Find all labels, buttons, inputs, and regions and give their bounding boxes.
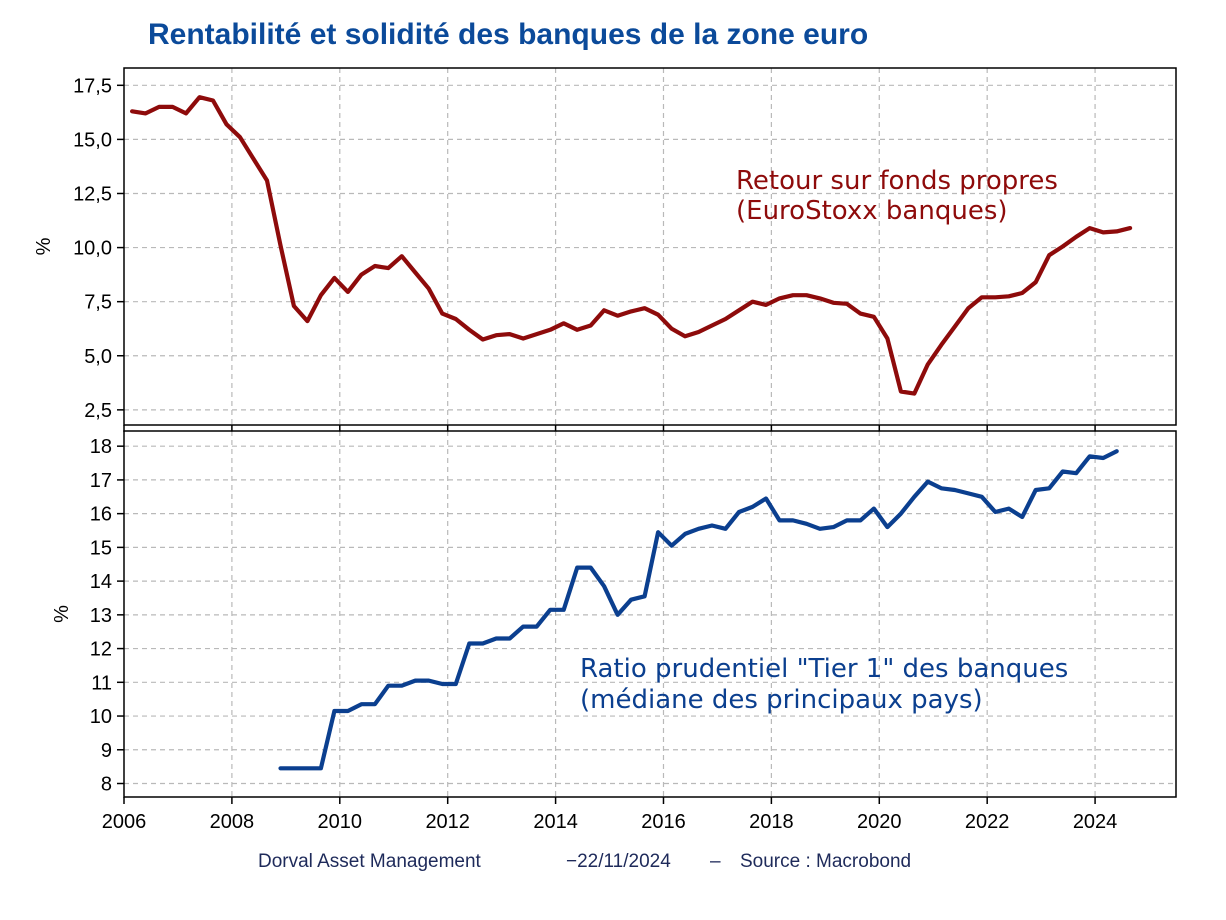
tier1-xtick-label: 2018 (749, 811, 794, 833)
tier1-ytick-label: 8 (101, 774, 112, 796)
tier1-panel: 8 9 10 11 12 13 14 15 16 17 18% 2006 2008 2010 2012 201… (51, 430, 1177, 833)
tier1-ytick-label: 16 (90, 504, 112, 526)
tier1-xtick-label: 2024 (1073, 811, 1118, 833)
tier1-ylabel: % (51, 605, 73, 623)
tier1-xtick-label: 2012 (425, 811, 470, 833)
tier1-ytick-label: 13 (90, 605, 112, 627)
roe-ytick-label: 15,0 (73, 129, 112, 151)
tier1-frame (123, 430, 1177, 798)
footer-source: Source : Macrobond (740, 851, 911, 872)
tier1-series-label-line: (médiane des principaux pays) (580, 685, 983, 715)
tier1-grid (124, 431, 1176, 797)
roe-ytick-label: 10,0 (73, 238, 112, 260)
footer: Dorval Asset Management −22/11/2024 – So… (258, 851, 911, 872)
tier1-xtick-label: 2022 (965, 811, 1010, 833)
roe-series-label-line: Retour sur fonds propres (736, 166, 1058, 196)
footer-date: −22/11/2024 (566, 851, 671, 872)
chart-title: Rentabilité et solidité des banques de l… (148, 18, 868, 51)
tier1-ytick-label: 14 (90, 571, 112, 593)
roe-ytick-label: 5,0 (84, 346, 112, 368)
tier1-xtick-label: 2016 (641, 811, 686, 833)
tier1-ytick-label: 11 (91, 672, 112, 694)
roe-grid (124, 68, 1176, 425)
tier1-series-label-line: Ratio prudentiel "Tier 1" des banques (580, 654, 1068, 684)
roe-ytick-label: 2,5 (84, 400, 112, 422)
tier1-xtick-label: 2014 (533, 811, 578, 833)
tier1-ytick-label: 18 (90, 436, 112, 458)
tier1-xtick-label: 2006 (102, 811, 147, 833)
footer-brand: Dorval Asset Management (258, 851, 482, 872)
roe-series-line (130, 95, 1133, 396)
roe-series-label-line: (EuroStoxx banques) (736, 196, 1008, 226)
tier1-xtick-label: 2010 (318, 811, 363, 833)
tier1-series-line (278, 449, 1119, 771)
tier1-ytick-label: 17 (90, 470, 112, 492)
roe-frame (123, 67, 1177, 426)
roe-ytick-label: 17,5 (73, 75, 112, 97)
tier1-xtick-label: 2008 (210, 811, 255, 833)
roe-ytick-label: 12,5 (73, 183, 112, 205)
footer-separator: – (710, 851, 721, 872)
roe-ylabel: % (33, 237, 55, 255)
tier1-ytick-label: 15 (90, 537, 112, 559)
tier1-ytick-label: 10 (90, 706, 112, 728)
roe-panel: 2,5 5,0 7,5 10,0 12,5 15,0 17,5% Retour sur fon… (33, 67, 1177, 432)
tier1-ytick-label: 9 (101, 740, 112, 762)
tier1-ytick-label: 12 (90, 639, 112, 661)
roe-ytick-label: 7,5 (84, 292, 112, 314)
tier1-xtick-label: 2020 (857, 811, 902, 833)
